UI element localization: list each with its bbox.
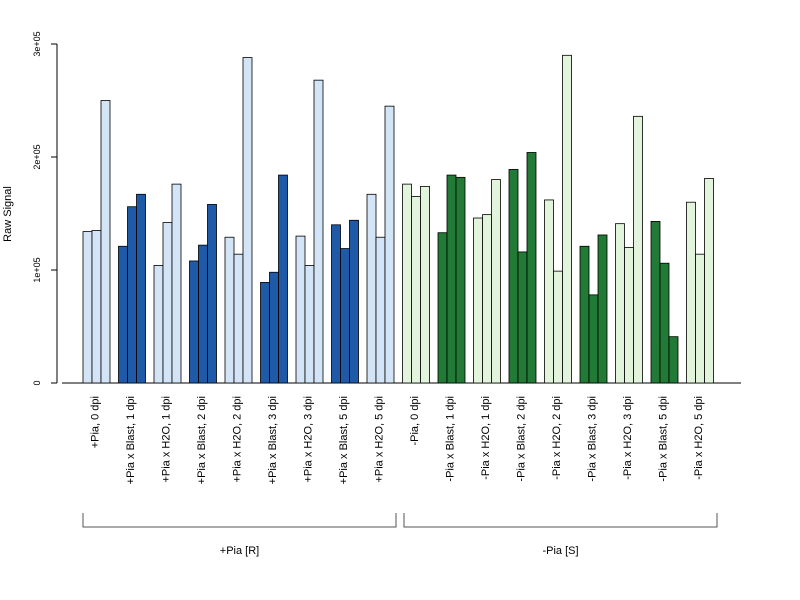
bar [615, 223, 625, 384]
y-tick-label: 1e+05 [32, 257, 42, 282]
bar [242, 57, 253, 384]
y-tick-label: 0 [32, 380, 42, 385]
bar [207, 204, 217, 384]
bar [189, 260, 199, 384]
y-tick-label: 3e+05 [32, 31, 42, 56]
x-tick-label: -Pia x Blast, 2 dpi [516, 396, 528, 482]
bar [473, 217, 483, 384]
x-tick-label: +Pia x Blast, 1 dpi [125, 396, 137, 484]
bar [295, 235, 306, 384]
bar [491, 179, 501, 384]
bar [704, 178, 714, 384]
bar [526, 152, 537, 384]
x-tick-label: -Pia x H2O, 5 dpi [693, 396, 705, 480]
bar [349, 219, 359, 384]
bar [633, 115, 643, 384]
bar [269, 271, 279, 384]
bar [544, 199, 554, 384]
bar [562, 54, 572, 384]
bar [420, 185, 430, 384]
bar [224, 236, 235, 384]
x-tick-label: -Pia, 0 dpi [409, 396, 421, 446]
bar [313, 79, 324, 384]
bar [668, 336, 679, 384]
bar [517, 251, 528, 384]
group-brackets: +Pia [R] -Pia [S] [82, 513, 718, 557]
x-tick-label: -Pia x H2O, 3 dpi [622, 396, 634, 480]
bar [118, 245, 128, 384]
x-tick-label: +Pia, 0 dpi [90, 396, 102, 448]
bar [127, 206, 137, 384]
x-tick-label: +Pia x H2O, 3 dpi [303, 396, 315, 483]
bar [260, 282, 270, 384]
bar [553, 270, 563, 384]
x-tick-label: -Pia x H2O, 2 dpi [551, 396, 563, 480]
x-tick-label: +Pia x Blast, 3 dpi [267, 396, 279, 484]
group-bracket [403, 513, 718, 528]
bar [304, 265, 315, 384]
bar [588, 294, 599, 384]
bar [171, 183, 182, 384]
bar [686, 201, 696, 384]
y-axis-label: Raw Signal [2, 186, 14, 242]
x-tick-label: -Pia x Blast, 5 dpi [658, 396, 670, 482]
x-tick-label: +Pia x H2O, 2 dpi [232, 396, 244, 483]
bar [384, 105, 395, 384]
bar [579, 245, 590, 384]
bar [375, 236, 386, 384]
bar [198, 244, 208, 384]
bar [695, 253, 705, 384]
x-tick-label: -Pia x H2O, 1 dpi [480, 396, 492, 480]
bar [233, 253, 244, 384]
bar [508, 169, 519, 384]
x-tick-label: +Pia x Blast, 2 dpi [196, 396, 208, 484]
bar [136, 193, 146, 384]
y-tick-label: 2e+05 [32, 144, 42, 169]
bar [91, 230, 102, 384]
bar [597, 234, 608, 384]
x-tick-label: +Pia x Blast, 5 dpi [338, 396, 350, 484]
bars [82, 54, 714, 384]
bar [278, 174, 288, 384]
x-tick-label: +Pia x H2O, 5 dpi [374, 396, 386, 483]
x-tick-label: -Pia x Blast, 1 dpi [445, 396, 457, 482]
bar [153, 265, 164, 384]
bar [331, 224, 341, 384]
bar [437, 232, 448, 384]
category-labels: +Pia, 0 dpi +Pia x Blast, 1 dpi +Pia x H2O… [90, 396, 706, 484]
group-label: -Pia [S] [542, 545, 578, 557]
bar [455, 176, 466, 384]
bar [659, 262, 670, 384]
bar [411, 196, 421, 384]
bar [162, 222, 173, 384]
bar [340, 248, 350, 384]
bar [446, 174, 457, 384]
group-label: +Pia [R] [220, 545, 259, 557]
x-tick-label: -Pia x Blast, 3 dpi [587, 396, 599, 482]
bar [82, 231, 93, 384]
bar [650, 221, 661, 384]
x-tick-label: +Pia x H2O, 1 dpi [161, 396, 173, 483]
bar [624, 246, 634, 384]
bar [100, 100, 111, 384]
y-axis: 0 1e+05 2e+05 3e+05 [32, 31, 58, 386]
group-bracket [82, 513, 397, 528]
bar [402, 183, 412, 384]
bar [482, 214, 492, 384]
bar [366, 193, 377, 384]
